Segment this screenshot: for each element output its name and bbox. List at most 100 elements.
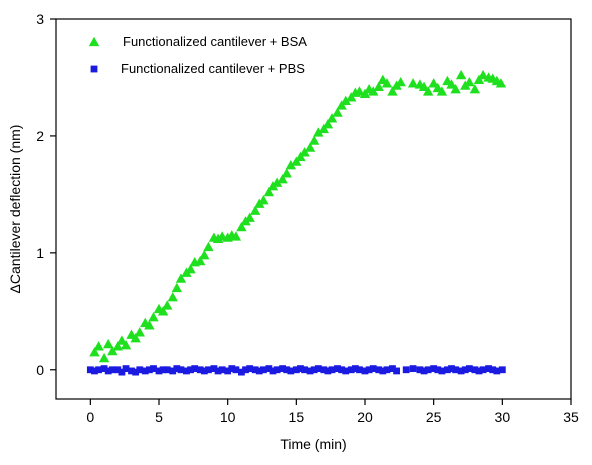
data-point xyxy=(169,367,177,375)
data-point xyxy=(167,292,178,302)
data-point xyxy=(464,76,475,87)
legend-label: Functionalized cantilever + BSA xyxy=(123,34,307,49)
data-point xyxy=(159,366,167,374)
data-point xyxy=(301,366,308,374)
data-point xyxy=(457,367,465,375)
x-tick-label: 15 xyxy=(289,409,305,425)
data-point xyxy=(314,365,322,372)
data-point xyxy=(479,366,487,374)
data-point xyxy=(297,365,304,372)
data-point xyxy=(210,365,218,372)
data-point xyxy=(455,69,467,80)
x-tick-label: 35 xyxy=(563,409,579,425)
data-point xyxy=(91,367,98,375)
y-tick-label: 0 xyxy=(36,362,44,378)
data-point xyxy=(292,366,300,374)
data-point xyxy=(259,366,267,374)
data-point xyxy=(328,366,336,374)
data-point xyxy=(387,86,398,96)
data-point xyxy=(148,311,159,322)
data-point xyxy=(255,367,263,375)
data-point xyxy=(281,168,292,178)
data-point xyxy=(246,365,254,372)
data-point xyxy=(218,366,226,374)
data-point xyxy=(128,367,135,375)
data-point xyxy=(324,367,332,375)
legend-marker xyxy=(88,36,100,47)
data-point xyxy=(191,365,199,372)
y-axis-ticks: 0 1 2 3 xyxy=(36,11,56,378)
data-point xyxy=(86,366,94,374)
data-point xyxy=(299,147,310,157)
data-point xyxy=(306,367,314,375)
data-point xyxy=(304,142,316,152)
y-tick-label: 2 xyxy=(36,128,44,144)
data-point xyxy=(114,366,122,374)
legend-marker xyxy=(90,65,98,73)
data-point xyxy=(375,366,383,374)
data-point xyxy=(122,365,130,372)
data-point xyxy=(342,367,350,375)
y-axis-title: ΔCantilever deflection (nm) xyxy=(7,125,23,294)
data-point xyxy=(102,338,114,349)
x-tick-label: 25 xyxy=(426,409,442,425)
data-point xyxy=(393,367,400,375)
data-point xyxy=(214,367,222,375)
data-point xyxy=(277,173,288,184)
data-point xyxy=(228,365,236,372)
x-tick-label: 30 xyxy=(495,409,511,425)
data-point xyxy=(444,366,451,374)
data-point xyxy=(434,366,442,374)
data-point xyxy=(200,367,208,375)
series-1 xyxy=(89,69,507,363)
data-point xyxy=(340,95,351,106)
data-point xyxy=(242,366,249,374)
data-point xyxy=(175,273,187,283)
data-point xyxy=(112,341,123,351)
data-point xyxy=(279,365,286,372)
data-point xyxy=(263,186,275,197)
data-point xyxy=(369,365,377,372)
data-point xyxy=(402,366,410,374)
data-point xyxy=(162,300,173,310)
data-point xyxy=(205,366,212,374)
data-point xyxy=(322,119,334,129)
data-point xyxy=(177,366,185,374)
data-point xyxy=(461,366,469,374)
data-point xyxy=(436,86,448,96)
data-point xyxy=(144,320,155,330)
data-point xyxy=(258,195,269,205)
data-point xyxy=(471,366,479,374)
data-point xyxy=(116,335,128,345)
data-point xyxy=(313,127,324,137)
data-point xyxy=(475,367,483,375)
data-point xyxy=(95,366,102,374)
data-point xyxy=(338,366,346,374)
data-point xyxy=(89,347,100,357)
data-point xyxy=(185,264,196,274)
data-point xyxy=(287,367,295,375)
data-point xyxy=(273,366,281,374)
data-point xyxy=(428,78,439,88)
data-point xyxy=(381,78,393,88)
data-point xyxy=(104,367,112,375)
data-point xyxy=(450,83,461,94)
data-point xyxy=(244,212,255,222)
data-point xyxy=(173,365,181,372)
data-point xyxy=(265,365,273,372)
data-point xyxy=(356,366,363,374)
data-point xyxy=(195,255,206,266)
data-point xyxy=(320,366,328,374)
x-tick-label: 5 xyxy=(155,409,163,425)
data-point xyxy=(183,367,190,375)
data-point xyxy=(389,365,396,372)
legend-label: Functionalized cantilever + PBS xyxy=(121,61,305,76)
data-point xyxy=(145,366,153,374)
x-axis-ticks: 0 5 10 15 20 25 30 35 xyxy=(86,399,579,425)
legend: Functionalized cantilever + BSA Functiona… xyxy=(88,34,307,76)
series-layer xyxy=(86,69,507,376)
data-point xyxy=(489,366,497,374)
data-point xyxy=(351,365,359,372)
data-point xyxy=(422,86,434,96)
